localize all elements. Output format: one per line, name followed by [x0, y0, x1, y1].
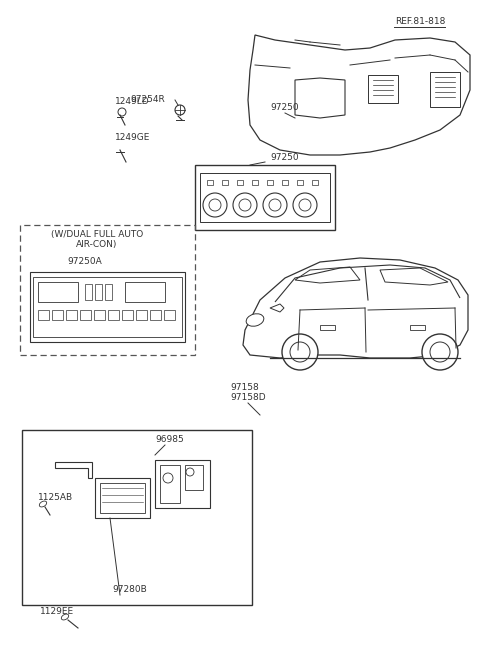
Bar [94, 310, 105, 320]
Circle shape [186, 468, 194, 476]
Bar [155, 460, 210, 508]
Bar [30, 272, 185, 342]
Bar [20, 225, 195, 355]
Text: 97250: 97250 [270, 153, 299, 162]
Bar [100, 483, 145, 513]
Bar [136, 310, 147, 320]
Text: AIR-CON): AIR-CON) [76, 240, 118, 250]
Circle shape [233, 193, 257, 217]
Circle shape [430, 342, 450, 362]
Bar [312, 180, 318, 185]
Bar [282, 180, 288, 185]
Bar [33, 277, 182, 337]
Text: 1125AB: 1125AB [38, 493, 73, 502]
Circle shape [163, 473, 173, 483]
Circle shape [263, 193, 287, 217]
Bar [95, 478, 150, 518]
Circle shape [293, 193, 317, 217]
Circle shape [299, 199, 311, 211]
Circle shape [282, 334, 318, 370]
Bar [150, 310, 161, 320]
Bar [160, 465, 180, 503]
Circle shape [118, 108, 126, 116]
Circle shape [269, 199, 281, 211]
Text: REF.81-818: REF.81-818 [395, 18, 445, 26]
Text: 97250A: 97250A [68, 257, 102, 267]
Bar [368, 75, 398, 103]
Bar [85, 284, 92, 300]
Bar [122, 310, 133, 320]
Text: 97254R: 97254R [130, 96, 165, 105]
Bar [80, 310, 91, 320]
Bar [297, 180, 303, 185]
Text: 97158: 97158 [230, 383, 259, 392]
Text: 1129EE: 1129EE [40, 607, 74, 616]
Bar [125, 282, 165, 302]
Text: 97280B: 97280B [113, 586, 147, 595]
Circle shape [175, 105, 185, 115]
Bar [410, 325, 425, 330]
Bar [105, 284, 112, 300]
Bar [95, 284, 102, 300]
Bar [185, 465, 203, 490]
Bar [66, 310, 77, 320]
Text: 1249GE: 1249GE [115, 134, 150, 143]
Bar [222, 180, 228, 185]
Bar [108, 310, 119, 320]
Circle shape [203, 193, 227, 217]
Ellipse shape [61, 614, 69, 620]
Bar [430, 72, 460, 107]
Text: 96985: 96985 [156, 436, 184, 445]
Bar [195, 165, 335, 230]
Bar [200, 173, 330, 222]
Ellipse shape [39, 501, 47, 507]
Bar [252, 180, 258, 185]
Bar [237, 180, 243, 185]
Circle shape [422, 334, 458, 370]
Bar [52, 310, 63, 320]
Circle shape [239, 199, 251, 211]
Circle shape [209, 199, 221, 211]
Bar [164, 310, 175, 320]
Bar [38, 310, 49, 320]
Bar [267, 180, 273, 185]
Text: (W/DUAL FULL AUTO: (W/DUAL FULL AUTO [51, 231, 143, 240]
Ellipse shape [246, 314, 264, 326]
Text: 97158D: 97158D [230, 394, 265, 403]
Bar [22, 430, 252, 605]
Text: 1249LD: 1249LD [115, 98, 150, 107]
Bar [207, 180, 213, 185]
Text: 97250: 97250 [271, 103, 300, 113]
Bar [320, 325, 335, 330]
Bar [38, 282, 78, 302]
Circle shape [290, 342, 310, 362]
